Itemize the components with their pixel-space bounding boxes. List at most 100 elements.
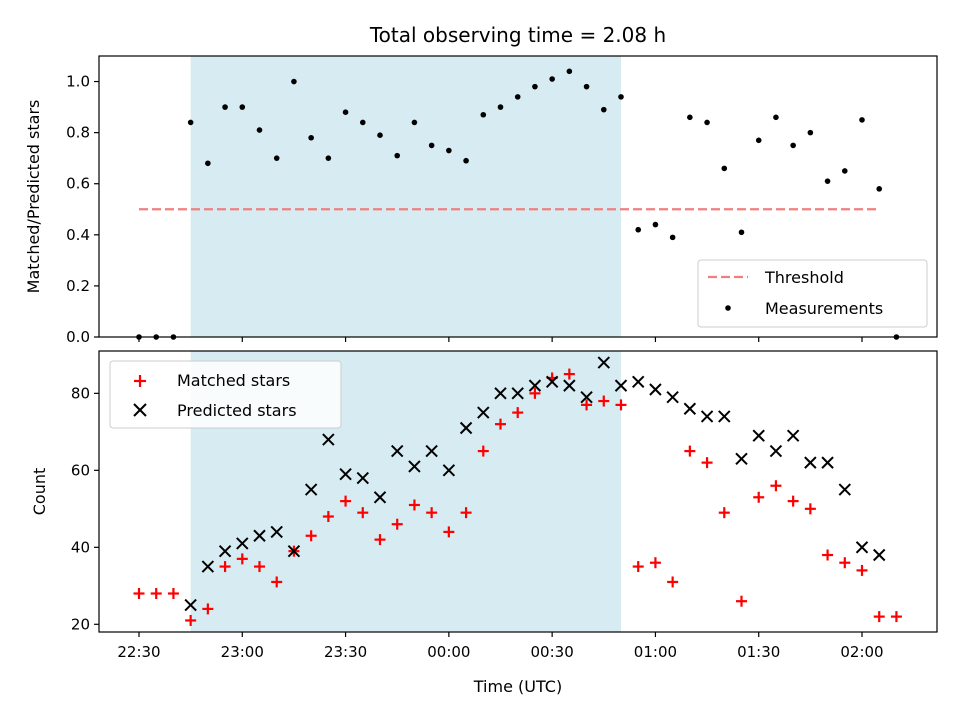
measurement-point (514, 94, 521, 100)
matched-star-point (856, 564, 868, 576)
legend-predicted-label: Predicted stars (177, 401, 297, 420)
measurement-point (222, 104, 228, 110)
predicted-star-point (356, 471, 369, 485)
predicted-star-point (339, 467, 352, 481)
matched-star-point (202, 603, 214, 615)
series-matched-stars (133, 368, 902, 626)
matched-star-point (563, 368, 575, 380)
predicted-star-point (528, 379, 542, 392)
x-axis-label: Time (UTC) (473, 677, 562, 696)
predicted-star-point (425, 444, 438, 458)
measurement-point (859, 117, 865, 123)
legend: Threshold Measurements (697, 259, 928, 328)
matched-star-point (822, 549, 834, 561)
matched-star-point (391, 518, 403, 530)
legend-threshold-label: Threshold (764, 268, 844, 287)
matched-star-point (770, 480, 782, 492)
predicted-star-point (666, 390, 679, 404)
y-tick-label: 40 (71, 538, 90, 556)
legend-box (109, 360, 342, 429)
measurement-point (841, 168, 848, 174)
matched-star-point (408, 499, 420, 511)
predicted-star-point (459, 421, 473, 435)
panel-ratio: 0.0 0.2 0.4 0.6 0.8 1.0 Matched/Predicted star… (24, 55, 938, 346)
predicted-star-point (184, 598, 197, 612)
chart-title: Total observing time = 2.08 h (369, 23, 666, 47)
matched-star-point (495, 418, 506, 430)
matched-star-point (219, 561, 231, 573)
predicted-star-point (545, 375, 559, 389)
predicted-star-point (511, 387, 524, 400)
matched-star-point (426, 507, 438, 519)
measurement-point (738, 229, 745, 236)
measurement-point (325, 155, 332, 161)
measurement-point (807, 129, 814, 136)
legend-matched-swatch (134, 375, 146, 387)
matched-star-point (701, 457, 713, 469)
measurement-point (824, 178, 831, 184)
x-tick-label: 00:00 (427, 643, 470, 661)
predicted-star-point (769, 444, 783, 458)
predicted-star-point (236, 537, 249, 550)
measurement-point (652, 221, 659, 228)
predicted-star-point (477, 406, 490, 419)
measurement-point (359, 119, 366, 126)
legend-measurements-label: Measurements (765, 299, 883, 318)
matched-star-point (374, 534, 386, 546)
matched-star-point (804, 503, 816, 515)
y-tick-label: 0.0 (66, 328, 90, 346)
predicted-star-point (580, 390, 593, 404)
predicted-star-point (253, 529, 266, 542)
measurement-point (566, 68, 573, 75)
predicted-star-point (683, 402, 697, 415)
measurement-point (583, 83, 590, 90)
matched-star-point (167, 588, 179, 600)
predicted-star-point (838, 483, 851, 496)
y-tick-label: 1.0 (66, 73, 90, 91)
measurement-point (291, 78, 297, 85)
y-tick-label: 0.4 (66, 226, 90, 244)
axes-frame (98, 55, 938, 338)
measurement-point (428, 142, 435, 149)
predicted-star-point (563, 379, 576, 392)
matched-star-point (787, 495, 799, 507)
matched-star-point (340, 495, 352, 507)
x-tick-label: 01:00 (634, 643, 677, 661)
matched-star-point (753, 491, 765, 503)
matched-star-point (443, 526, 455, 538)
measurement-point (239, 104, 246, 110)
predicted-star-point (614, 379, 628, 392)
measurement-point (532, 83, 538, 90)
matched-star-point (718, 507, 730, 519)
predicted-star-point (287, 544, 301, 558)
matched-star-point (357, 507, 369, 519)
legend-box (697, 259, 928, 328)
measurement-point (635, 226, 642, 233)
matched-star-point (236, 553, 248, 565)
x-tick-label: 23:30 (324, 643, 367, 661)
matched-star-point (185, 614, 197, 626)
y-tick-label: 60 (71, 461, 90, 479)
legend-matched-label: Matched stars (177, 371, 290, 390)
matched-star-point (460, 507, 472, 519)
legend: Matched stars Predicted stars (109, 360, 342, 429)
y-axis-label: Count (30, 468, 49, 516)
matched-star-point (684, 445, 696, 457)
measurement-point (394, 152, 401, 159)
panel-count: 20 40 60 80 22:30 23:00 23:30 00:00 00:30 01:00 01… (30, 350, 938, 661)
measurement-point (790, 142, 796, 149)
measurement-point (256, 127, 263, 133)
measurement-point (411, 119, 418, 126)
measurement-point (497, 104, 504, 110)
measurement-point (187, 119, 194, 126)
predicted-star-point (700, 410, 714, 423)
measurement-point (377, 132, 383, 138)
x-tick-label: 22:30 (117, 643, 160, 661)
y-tick-label: 20 (71, 615, 90, 633)
matched-star-point (873, 611, 885, 623)
predicted-star-point (442, 464, 456, 477)
measurement-point (600, 106, 607, 113)
predicted-star-point (632, 375, 645, 389)
matched-star-point (615, 399, 627, 411)
legend-predicted-swatch (133, 403, 147, 417)
